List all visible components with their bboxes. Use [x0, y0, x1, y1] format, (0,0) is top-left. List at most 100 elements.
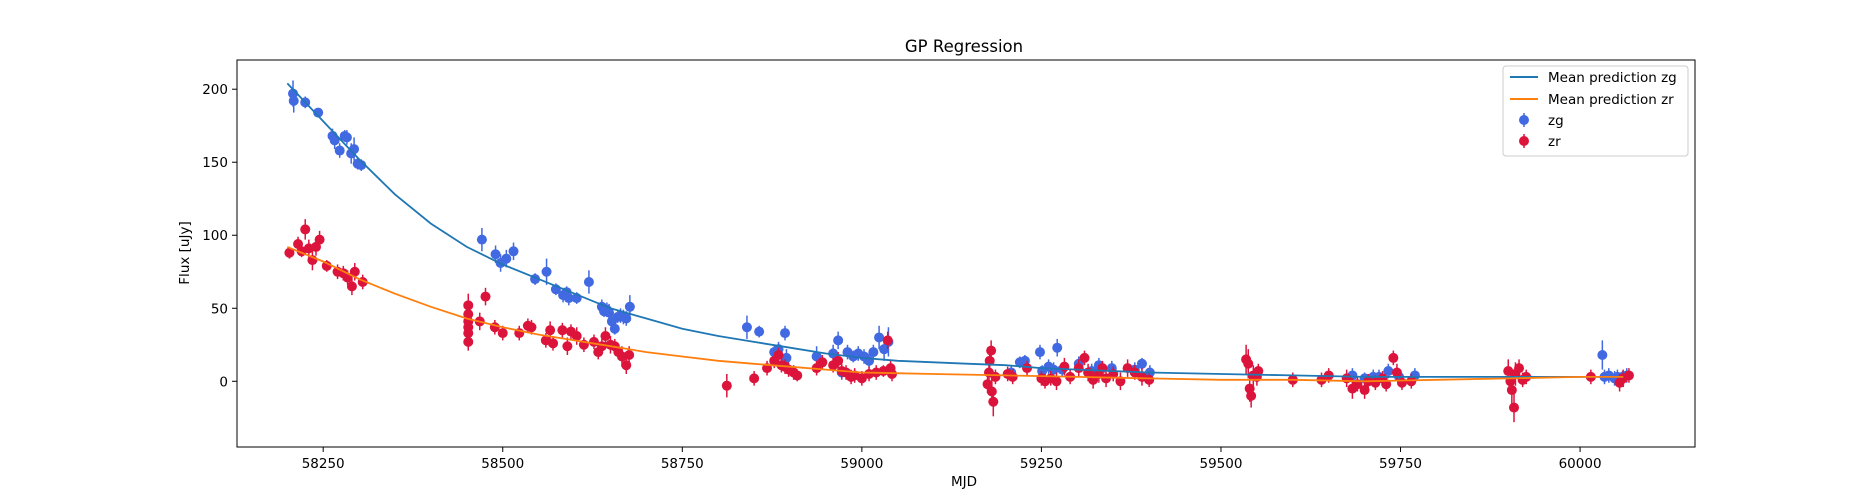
- y-tick-label: 200: [202, 82, 228, 98]
- point-marker: [600, 331, 611, 342]
- data-point-zr: [1079, 350, 1090, 366]
- point-marker: [833, 355, 844, 366]
- point-marker: [490, 249, 501, 260]
- data-point-zr: [346, 277, 357, 296]
- point-marker: [1406, 376, 1417, 387]
- data-point-zr: [526, 319, 537, 335]
- legend: Mean prediction zg Mean prediction zr zg…: [1502, 65, 1689, 157]
- series-zg: [288, 80, 1632, 386]
- data-point-zr: [321, 260, 332, 272]
- point-marker: [501, 253, 512, 264]
- y-tick-label: 100: [202, 228, 228, 244]
- point-marker: [1243, 358, 1254, 369]
- x-axis: 58250 58500 58750 59000 59250 59500 59750 60000: [302, 447, 1602, 472]
- legend-box: [1502, 65, 1689, 157]
- data-point-zg: [874, 325, 885, 350]
- legend-label-zg-mean: Mean prediction zg: [1548, 70, 1677, 86]
- data-point-zr: [1391, 363, 1402, 382]
- data-point-zr: [1509, 392, 1520, 423]
- data-point-zr: [557, 322, 568, 338]
- point-marker: [334, 145, 345, 156]
- data-point-zg: [780, 325, 791, 341]
- point-marker: [1115, 376, 1126, 387]
- point-marker: [609, 323, 620, 334]
- point-marker: [548, 338, 559, 349]
- x-tick-label: 58250: [302, 456, 345, 472]
- legend-label-zg: zg: [1548, 113, 1564, 129]
- data-point-zg: [288, 89, 299, 113]
- data-point-zg: [609, 322, 620, 335]
- data-point-zg: [541, 258, 552, 285]
- data-point-zr: [1022, 360, 1033, 376]
- y-tick-label: 150: [202, 155, 228, 171]
- point-marker: [1136, 358, 1147, 369]
- data-point-zr: [773, 347, 784, 363]
- point-marker: [1073, 363, 1084, 374]
- point-marker: [1059, 361, 1070, 372]
- data-point-zr: [792, 369, 803, 382]
- point-marker: [986, 345, 997, 356]
- point-marker: [781, 352, 792, 363]
- point-marker: [562, 341, 573, 352]
- point-marker: [749, 373, 760, 384]
- point-marker: [1623, 370, 1634, 381]
- data-point-zg: [501, 249, 512, 268]
- data-point-zr: [314, 230, 325, 249]
- data-point-zg: [1052, 338, 1063, 357]
- y-axis: 0 50 100 150 200: [202, 82, 237, 390]
- legend-label-zr-mean: Mean prediction zr: [1548, 92, 1674, 108]
- data-point-zg: [508, 242, 519, 261]
- data-point-zr: [986, 340, 997, 361]
- data-point-zr: [817, 354, 828, 370]
- point-marker: [856, 373, 867, 384]
- point-marker: [990, 371, 1001, 382]
- point-marker: [754, 326, 765, 337]
- data-point-zr: [1514, 359, 1525, 377]
- point-marker: [986, 386, 997, 397]
- data-point-zr: [578, 337, 589, 353]
- point-marker: [780, 328, 791, 339]
- data-point-zg: [833, 331, 844, 350]
- point-marker: [313, 107, 324, 118]
- data-point-zr: [721, 373, 732, 398]
- data-point-zg: [583, 270, 594, 294]
- series-zr: [284, 219, 1634, 423]
- point-marker: [321, 260, 332, 271]
- y-tick-label: 0: [219, 374, 228, 390]
- data-point-zr: [1115, 372, 1126, 391]
- data-point-zg: [1383, 363, 1394, 379]
- data-point-zr: [1253, 363, 1264, 379]
- point-marker: [1396, 377, 1407, 388]
- data-point-zr: [988, 387, 999, 417]
- point-marker: [541, 266, 552, 277]
- point-marker: [1246, 390, 1257, 401]
- x-tick-label: 58500: [481, 456, 524, 472]
- mean-prediction-line-zr: [286, 246, 1624, 383]
- data-point-zr: [1051, 372, 1062, 391]
- point-marker: [1506, 385, 1517, 396]
- x-tick-label: 59000: [840, 456, 883, 472]
- point-marker: [984, 355, 995, 366]
- point-marker: [721, 380, 732, 391]
- point-marker: [1144, 374, 1155, 385]
- point-marker: [329, 135, 340, 146]
- point-marker: [833, 335, 844, 346]
- data-point-zr: [480, 287, 491, 306]
- point-marker: [773, 349, 784, 360]
- point-marker: [624, 301, 635, 312]
- point-marker: [1514, 363, 1525, 374]
- point-marker: [1388, 352, 1399, 363]
- x-tick-label: 59750: [1379, 456, 1422, 472]
- point-marker: [508, 246, 519, 257]
- data-point-zg: [868, 344, 879, 360]
- point-marker: [341, 132, 352, 143]
- data-point-zr: [1144, 372, 1155, 388]
- y-axis-title: Flux [uJy]: [177, 221, 193, 284]
- point-marker: [874, 332, 885, 343]
- point-marker: [1079, 352, 1090, 363]
- legend-swatch-zr: [1519, 134, 1529, 148]
- data-point-zg: [341, 130, 352, 145]
- point-marker: [476, 234, 487, 245]
- x-tick-label: 59250: [1020, 456, 1063, 472]
